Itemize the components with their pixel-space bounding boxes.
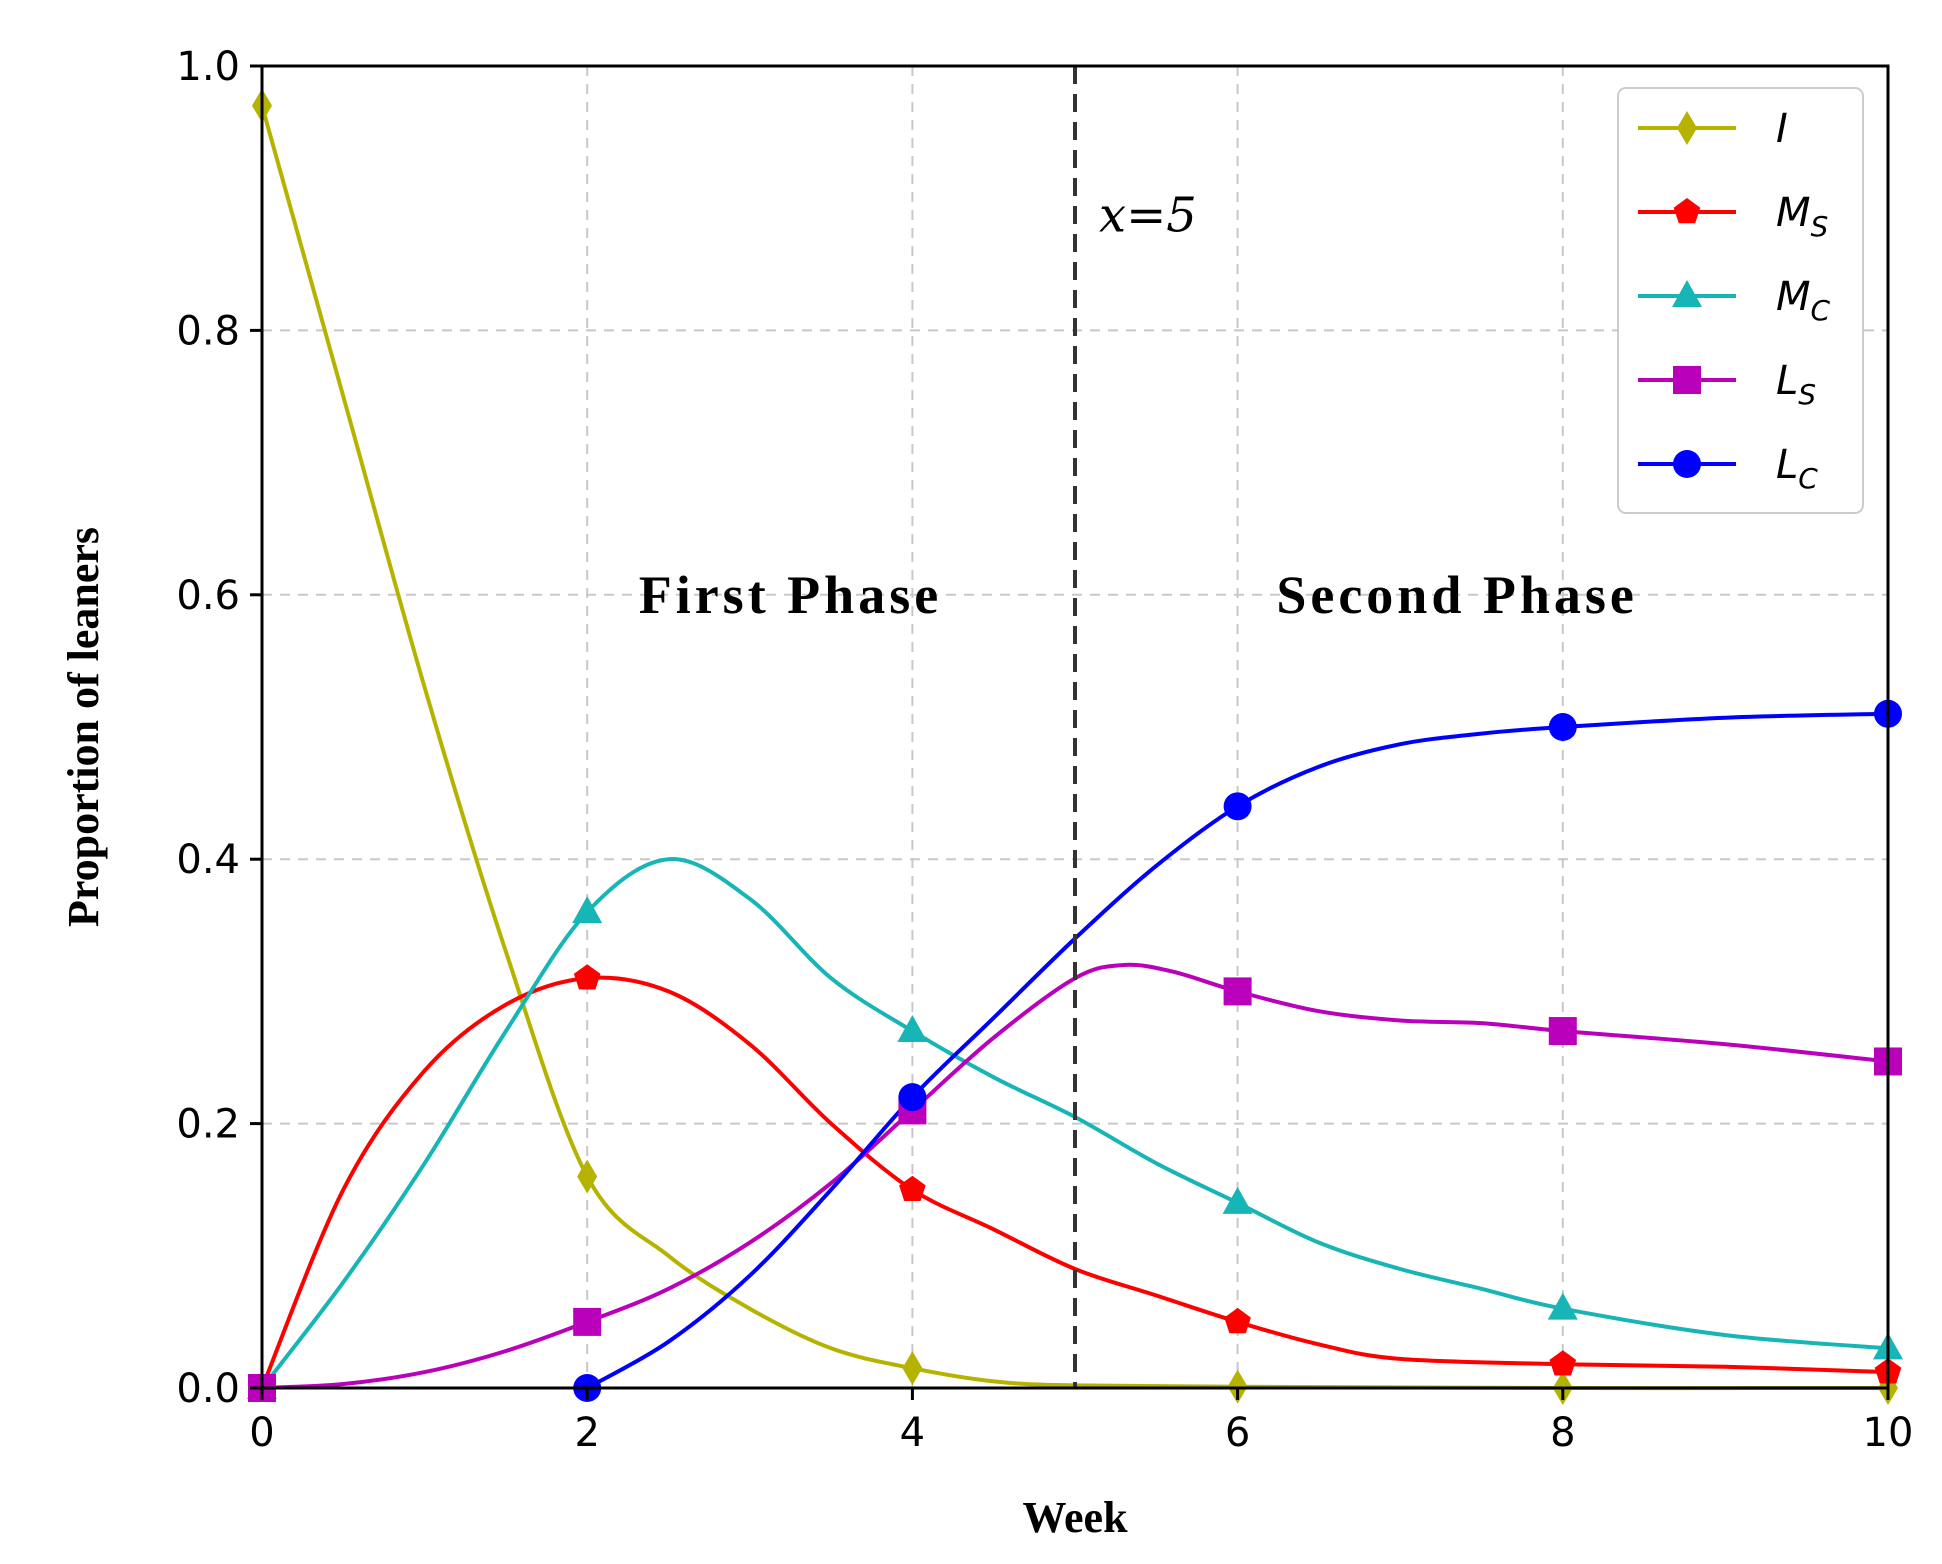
y-tick-label: 1.0: [176, 44, 240, 90]
phase2-label: Second Phase: [1276, 565, 1638, 625]
data-point-m-c: [572, 896, 603, 924]
y-tick-label: 0.4: [176, 837, 240, 883]
x-tick-label: 10: [1863, 1410, 1914, 1456]
legend-label: MC: [1776, 274, 1831, 327]
data-point-i: [577, 1159, 598, 1194]
vline-label: x=5: [1099, 187, 1197, 243]
legend-label-sub: C: [1811, 294, 1831, 327]
data-point-l-s: [1548, 1017, 1577, 1046]
x-tick-label: 6: [1225, 1410, 1250, 1456]
data-point-l-s: [573, 1307, 602, 1336]
series-line-m-c: [260, 857, 1889, 1390]
data-point-i: [902, 1351, 923, 1386]
data-point-m-c: [1547, 1292, 1578, 1320]
legend-box: [1617, 87, 1864, 514]
data-point-m-s: [899, 1175, 926, 1201]
ticks: 0 2 4 6 8 10 0.0 0.2 0.4 0.6 0.8 1.0: [176, 44, 1913, 1456]
y-tick-label: 0.2: [176, 1102, 240, 1148]
legend-label: MS: [1776, 190, 1828, 243]
series-line-m-s: [260, 975, 1889, 1389]
y-tick-label: 0.0: [176, 1366, 240, 1412]
legend-marker: [1677, 111, 1697, 145]
legend-marker: [1673, 198, 1701, 224]
data-point-l-c: [1223, 792, 1252, 821]
series-line-l-s: [261, 962, 1889, 1390]
x-tick-label: 0: [249, 1410, 274, 1456]
legend-marker: [1672, 280, 1702, 307]
annotations: x=5 First Phase Second Phase: [639, 66, 1638, 1388]
y-tick-label: 0.8: [176, 308, 240, 354]
data-point-l-c: [898, 1083, 927, 1112]
legend-marker: [1673, 450, 1701, 478]
data-point-m-c: [897, 1015, 928, 1043]
y-axis-label: Proportion of leaners: [59, 527, 108, 927]
data-point-l-s: [1223, 977, 1252, 1006]
y-tick-label: 0.6: [176, 573, 240, 619]
x-tick-label: 8: [1550, 1410, 1575, 1456]
data-point-l-c: [1548, 713, 1577, 741]
x-axis-label: Week: [1022, 1493, 1128, 1542]
legend-marker: [1673, 366, 1701, 394]
legend-label-sub: C: [1798, 462, 1818, 495]
legend-label: I: [1776, 106, 1788, 152]
data-point-m-s: [1224, 1307, 1251, 1334]
x-tick-label: 2: [574, 1410, 599, 1456]
legend-label-sub: S: [1798, 378, 1816, 411]
legend-label-sub: S: [1811, 210, 1829, 243]
x-tick-label: 4: [900, 1410, 925, 1456]
axes-frame: [260, 64, 1890, 1390]
phase1-label: First Phase: [639, 565, 942, 625]
data-point-m-s: [1549, 1350, 1577, 1376]
data-point-m-s: [573, 964, 601, 990]
data-point-m-c: [1222, 1186, 1253, 1214]
